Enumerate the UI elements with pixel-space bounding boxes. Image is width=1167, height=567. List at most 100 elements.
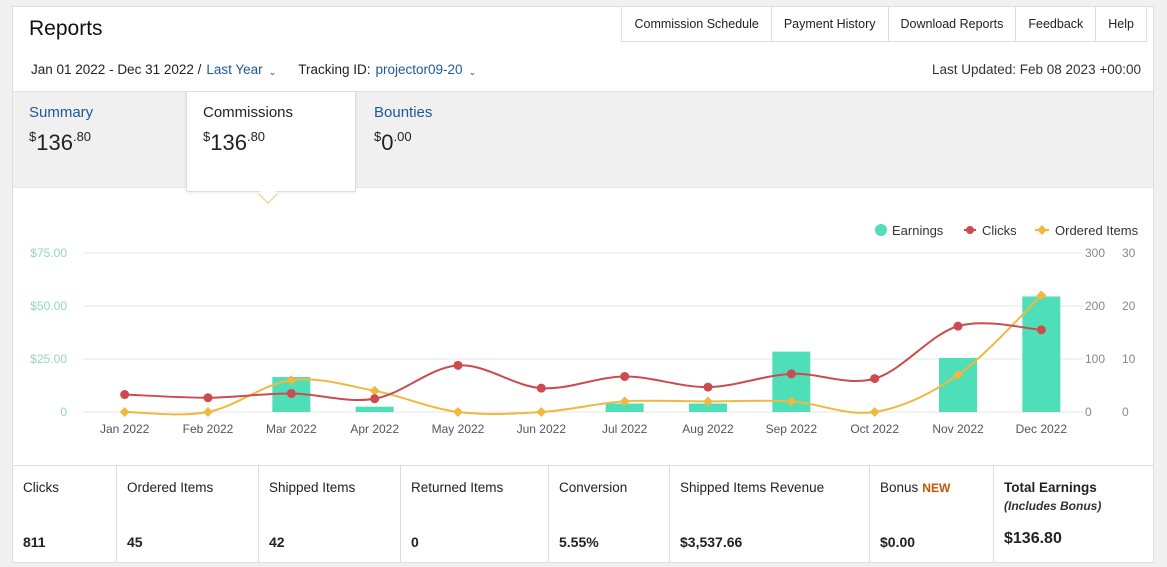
legend-ordered-label: Ordered Items	[1055, 223, 1139, 238]
ordered-items-point	[203, 407, 213, 417]
x-tick-label: Apr 2022	[350, 422, 399, 436]
ordered-items-point	[119, 407, 130, 417]
y-right-outer-tick-label: 300	[1085, 246, 1105, 260]
y-right-inner-tick-label: 20	[1122, 299, 1136, 313]
stat-sublabel: (Includes Bonus)	[1004, 499, 1102, 513]
ordered-items-line	[124, 294, 1043, 416]
stat-ordered-items: Ordered Items 45	[117, 466, 259, 563]
ordered-items-point	[369, 385, 380, 396]
legend-earnings-marker	[875, 224, 887, 236]
x-tick-label: Aug 2022	[682, 422, 734, 436]
stat-value: 42	[269, 534, 285, 550]
y-right-inner-tick-label: 0	[1122, 405, 1129, 419]
top-nav: Commission Schedule Payment History Down…	[621, 7, 1147, 42]
ordered-items-point	[1036, 290, 1047, 301]
x-tick-label: Sep 2022	[766, 422, 818, 436]
clicks-point	[453, 360, 463, 370]
commission-schedule-link[interactable]: Commission Schedule	[634, 17, 759, 31]
download-reports-link[interactable]: Download Reports	[887, 7, 1016, 41]
stat-value: $136.80	[1004, 530, 1062, 547]
stat-label: Shipped Items	[269, 480, 356, 495]
stat-value: 811	[23, 534, 46, 550]
date-range-text: Jan 01 2022 - Dec 31 2022 /	[31, 62, 202, 77]
tab-bounties[interactable]: Bounties $0.00	[358, 92, 528, 189]
tab-commissions-label: Commissions	[203, 104, 294, 121]
legend-clicks-marker	[966, 226, 974, 234]
filter-bar: Jan 01 2022 - Dec 31 2022 / Last Year ⌄ T…	[31, 62, 476, 77]
feedback-link[interactable]: Feedback	[1015, 7, 1095, 41]
payment-history-link[interactable]: Payment History	[770, 7, 888, 41]
tab-summary[interactable]: Summary $136.80	[13, 92, 187, 189]
stat-value: 45	[127, 534, 143, 550]
chevron-down-icon: ⌄	[268, 67, 277, 77]
y-right-outer-tick-label: 200	[1085, 299, 1105, 313]
tab-summary-label: Summary	[29, 104, 94, 121]
clicks-point	[953, 321, 963, 331]
summary-tabs: Summary $136.80 Commissions $136.80 Boun…	[13, 91, 1153, 192]
reports-panel: Reports Commission Schedule Payment Hist…	[12, 6, 1154, 563]
earnings-bar	[355, 406, 394, 412]
stats-bar: Clicks 811 Ordered Items 45 Shipped Item…	[13, 465, 1153, 563]
new-badge: NEW	[922, 481, 951, 495]
stat-label: Shipped Items Revenue	[680, 480, 825, 495]
clicks-point	[536, 383, 546, 393]
y-left-tick-label: $50.00	[30, 299, 67, 313]
clicks-point	[120, 390, 130, 400]
x-tick-label: May 2022	[432, 422, 485, 436]
y-left-tick-label: 0	[60, 405, 67, 419]
ordered-items-point	[619, 396, 630, 407]
x-tick-label: Dec 2022	[1016, 422, 1068, 436]
stat-shipped-items: Shipped Items 42	[259, 466, 401, 563]
y-left-tick-label: $25.00	[30, 352, 67, 366]
stat-returned-items: Returned Items 0	[401, 466, 549, 563]
clicks-point	[703, 382, 713, 392]
stat-value: $0.00	[880, 534, 916, 550]
y-right-outer-tick-label: 100	[1085, 352, 1105, 366]
ordered-items-point	[536, 407, 547, 417]
chevron-down-icon: ⌄	[468, 67, 477, 77]
ordered-items-point	[703, 396, 713, 407]
legend-clicks-label: Clicks	[982, 223, 1017, 238]
help-link[interactable]: Help	[1095, 7, 1146, 41]
x-tick-label: Jun 2022	[517, 422, 567, 436]
ordered-items-point	[869, 407, 880, 417]
earnings-bar	[605, 403, 644, 412]
x-tick-label: Feb 2022	[183, 422, 234, 436]
period-dropdown[interactable]: Last Year ⌄	[206, 62, 276, 77]
clicks-point	[286, 388, 296, 398]
tracking-id-dropdown[interactable]: projector09-20 ⌄	[376, 62, 477, 77]
page-title: Reports	[29, 17, 103, 40]
x-tick-label: Oct 2022	[850, 422, 899, 436]
tracking-label: Tracking ID:	[298, 62, 371, 77]
stat-label: Total Earnings	[1004, 480, 1097, 495]
stat-label: Bonus NEW	[880, 480, 951, 495]
stat-clicks: Clicks 811	[13, 466, 117, 563]
y-right-outer-tick-label: 0	[1085, 405, 1092, 419]
clicks-point	[203, 393, 213, 403]
x-tick-label: Mar 2022	[266, 422, 317, 436]
clicks-point	[370, 394, 380, 404]
legend-ordered-marker	[1037, 225, 1047, 235]
earnings-chart: 0 $25.00 $50.00 $75.00 0 100 200 300 0 10 20 30 Jan …	[30, 223, 1139, 436]
tab-summary-value: $136.80	[29, 129, 92, 155]
x-tick-label: Jul 2022	[602, 422, 648, 436]
y-right-inner-tick-label: 10	[1122, 352, 1136, 366]
earnings-bar	[939, 357, 977, 412]
clicks-point	[620, 371, 630, 381]
tab-commissions[interactable]: Commissions $136.80	[186, 92, 356, 192]
stat-label: Returned Items	[411, 480, 504, 495]
clicks-point	[870, 374, 880, 384]
legend-earnings-label: Earnings	[892, 223, 944, 238]
stat-label: Conversion	[559, 480, 628, 495]
ordered-items-point	[786, 396, 797, 407]
y-left-tick-label: $75.00	[30, 246, 67, 260]
stat-label: Clicks	[23, 480, 59, 495]
ordered-items-point	[953, 369, 963, 380]
stat-conversion: Conversion 5.55%	[549, 466, 670, 563]
clicks-line	[124, 322, 1042, 402]
tab-commissions-value: $136.80	[203, 129, 266, 155]
ordered-items-point	[286, 375, 297, 386]
stat-value: 0	[411, 534, 419, 550]
earnings-bar	[689, 403, 727, 412]
x-tick-label: Nov 2022	[932, 422, 984, 436]
